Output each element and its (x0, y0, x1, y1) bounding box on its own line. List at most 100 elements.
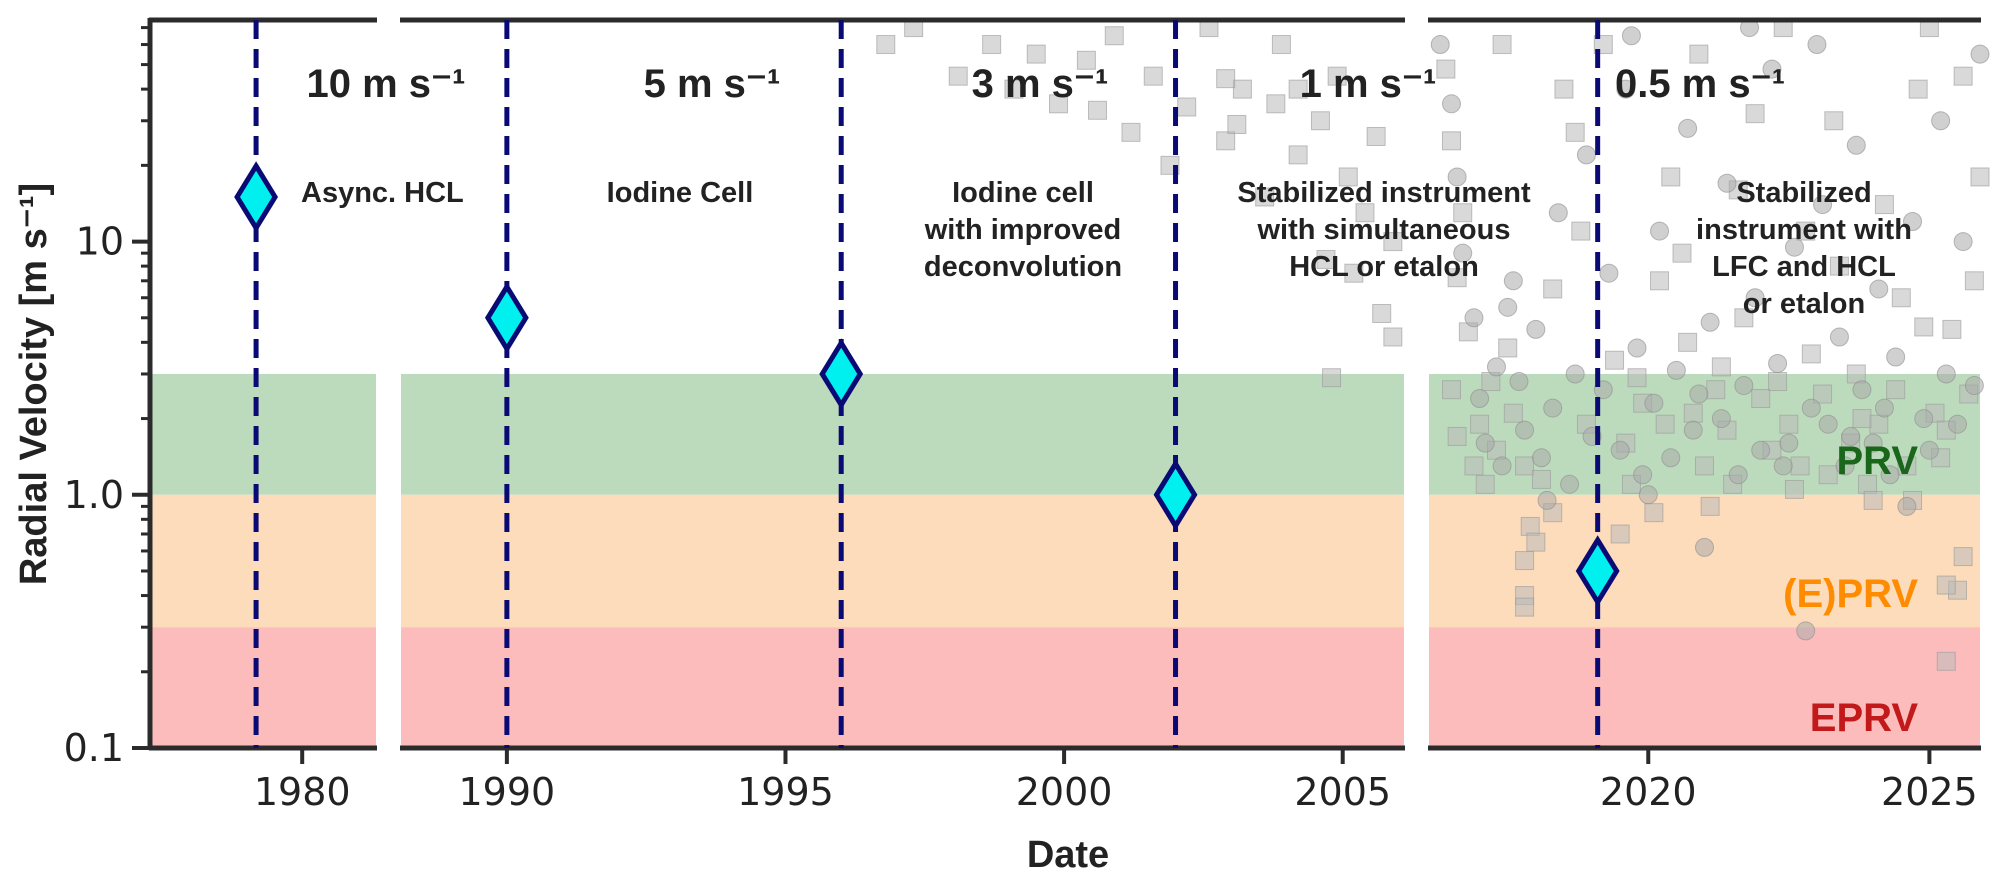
scatter-point-circle (1818, 414, 1838, 434)
band-label-eprv: EPRV (1810, 696, 1919, 740)
scatter-point-square (876, 35, 896, 55)
scatter-point-circle (1734, 376, 1754, 396)
scatter-point-square (1498, 338, 1518, 358)
annotation-5-line-2: instrument with (1696, 214, 1912, 246)
precision-bands (150, 373, 1980, 748)
x-tick-label: 1980 (254, 770, 351, 814)
milestone-diamond-4 (1153, 459, 1198, 531)
scatter-point-circle (1453, 243, 1473, 263)
scatter-point-square (1784, 479, 1804, 499)
scatter-point-circle (1683, 420, 1703, 440)
precision-label-5: 0.5 m s⁻¹ (1615, 62, 1785, 106)
band-eprv-panel-1 (150, 627, 376, 748)
scatter-point-circle (1869, 279, 1889, 299)
annotation-1-line-1: Async. HCL (301, 177, 464, 209)
scatter-point-circle (1807, 35, 1827, 55)
scatter-point-square (1751, 389, 1771, 409)
scatter-point-circle (1880, 465, 1900, 485)
scatter-point-square (1526, 532, 1546, 552)
y-axis-title: Radial Velocity [m s⁻¹] (13, 183, 55, 585)
scatter-point-square (1338, 167, 1358, 187)
scatter-point-square (1227, 114, 1247, 134)
scatter-point-square (1266, 94, 1286, 114)
chart-text: Date Radial Velocity [m s⁻¹] 10 m s⁻¹ 5 m s… (13, 62, 1918, 876)
scatter-point-square (1104, 26, 1124, 46)
scatter-point-square (1232, 79, 1252, 99)
scatter-point-circle (1700, 312, 1720, 332)
scatter-point-circle (1621, 26, 1641, 46)
scatter-point-circle (1565, 364, 1585, 384)
scatter-point-circle (1498, 297, 1518, 317)
band-eprv-panel-3 (1429, 627, 1980, 748)
x-tick-label: 2005 (1294, 770, 1391, 814)
scatter-point-square (1695, 456, 1714, 476)
scatter-point-circle (1526, 319, 1546, 339)
scatter-point-circle (1835, 456, 1855, 476)
scatter-point-square (1453, 203, 1473, 223)
scatter-point-circle (1874, 398, 1894, 418)
scatter-point-circle (1666, 360, 1686, 380)
annotation-3-line-1: Iodine cell (952, 177, 1094, 209)
scatter-point-square (1970, 167, 1990, 187)
milestone-diamond-1 (234, 161, 279, 233)
scatter-point-square (1026, 44, 1046, 64)
scatter-point-circle (1689, 384, 1709, 404)
precision-label-2: 5 m s⁻¹ (644, 62, 781, 106)
scatter-point-square (1355, 203, 1375, 223)
scatter-point-circle (1627, 338, 1647, 358)
scatter-point-square (1470, 414, 1490, 434)
scatter-point-square (1531, 469, 1551, 489)
band-prv-panel-1 (150, 373, 376, 495)
scatter-point-square (1076, 50, 1096, 70)
scatter-point-square (1661, 167, 1681, 187)
scatter-point-circle (1970, 44, 1990, 64)
scatter-point-circle (1762, 59, 1782, 79)
scatter-point-circle (1717, 173, 1737, 193)
scatter-point-square (1177, 97, 1197, 117)
scatter-point-circle (1897, 496, 1917, 516)
scatter-point-square (1503, 403, 1523, 423)
scatter-point-circle (1475, 433, 1495, 453)
scatter-point-square (1829, 256, 1849, 276)
scatter-point-circle (1650, 221, 1670, 241)
scatter-point-circle (1543, 398, 1563, 418)
scatter-point-square (1953, 66, 1973, 86)
scatter-point-square (1288, 145, 1308, 165)
scatter-point-circle (1728, 465, 1748, 485)
scatter-point-square (1914, 317, 1934, 337)
scatter-point-square (1650, 271, 1670, 291)
scatter-point-square (982, 35, 1002, 55)
scatter-point-square (1627, 368, 1647, 388)
scatter-point-square (1790, 456, 1810, 476)
scatter-point-square (1672, 243, 1692, 263)
scatter-point-square (1372, 303, 1392, 323)
scatter-point-circle (1548, 203, 1568, 223)
scatter-point-circle (1610, 440, 1630, 460)
scatter-point-circle (1964, 376, 1984, 396)
scatter-point-circle (1537, 490, 1557, 510)
scatter-point-circle (1784, 237, 1804, 257)
scatter-point-circle (1661, 448, 1681, 468)
scatter-point-square (1734, 308, 1754, 328)
y-tick-label: 1.0 (64, 473, 124, 517)
annotation-5-line-4: or etalon (1743, 288, 1865, 320)
scatter-point-square (1711, 357, 1731, 377)
x-tick-label: 1995 (737, 770, 834, 814)
scatter-point-square (1818, 465, 1838, 485)
scatter-point-square (1700, 496, 1720, 516)
scatter-point-square (1683, 403, 1703, 423)
band-prv-panel-2 (401, 373, 1404, 495)
axes: 0.1 1.0 10 1980 1990 1995 2000 2005 2020 2025 (64, 17, 1981, 814)
scatter-point-circle (1678, 118, 1698, 138)
scatter-point-circle (1430, 35, 1450, 55)
scatter-point-square (1942, 319, 1962, 339)
scatter-point-circle (1509, 372, 1529, 392)
scatter-point-square (1768, 372, 1788, 392)
scatter-point-square (1515, 551, 1535, 571)
scatter-point-square (1824, 111, 1844, 131)
scatter-point-square (1813, 384, 1833, 404)
scatter-points (876, 18, 1990, 671)
y-tick-label: 10 (76, 220, 124, 264)
scatter-point-circle (1846, 135, 1866, 155)
annotation-3-line-3: deconvolution (924, 251, 1122, 283)
